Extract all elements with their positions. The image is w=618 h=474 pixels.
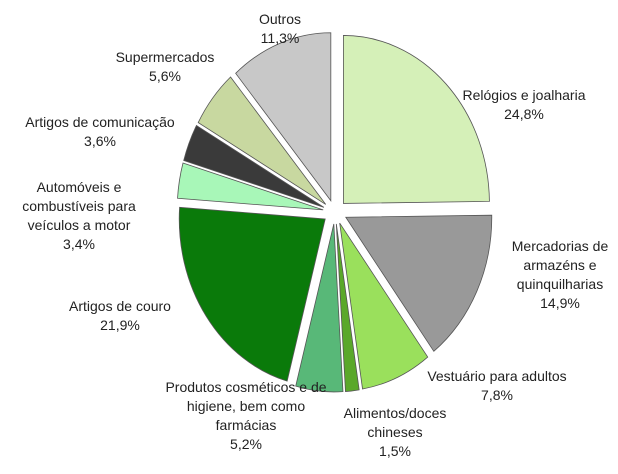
category-label: Outros: [258, 11, 301, 27]
slice-label: Vestuário para adultos 7,8%: [397, 367, 597, 405]
category-label: Alimentos/doces chineses: [343, 405, 447, 440]
category-label: Artigos de couro: [69, 298, 171, 314]
pie-slice: [339, 222, 429, 390]
category-label: Mercadorias de armazéns e quinquilharias: [511, 238, 609, 292]
pie-slice: [197, 76, 327, 205]
category-label: Artigos de comunicação: [25, 114, 175, 130]
value-label: 3,4%: [63, 236, 95, 252]
pie-slice: [177, 162, 324, 211]
category-label: Produtos cosméticos e de higiene, bem co…: [165, 379, 327, 433]
pie-slice: [183, 124, 325, 208]
pie-slice: [295, 223, 344, 393]
slice-label: Alimentos/doces chineses 1,5%: [335, 404, 455, 461]
pie-slice: [178, 206, 326, 382]
pie-slice: [343, 35, 490, 204]
category-label: Automóveis e combustíveis para veículos …: [22, 179, 136, 233]
category-label: Vestuário para adultos: [427, 368, 567, 384]
category-label: Relógios e joalharia: [462, 87, 586, 103]
value-label: 5,2%: [230, 436, 262, 452]
slice-label: Mercadorias de armazéns e quinquilharias…: [500, 237, 618, 313]
pie-slice: [235, 32, 332, 202]
value-label: 1,5%: [379, 443, 411, 459]
slice-label: Artigos de comunicação 3,6%: [0, 113, 200, 151]
slice-label: Outros 11,3%: [220, 10, 340, 48]
value-label: 3,6%: [84, 133, 116, 149]
pie-slice: [335, 223, 360, 393]
value-label: 24,8%: [504, 106, 544, 122]
value-label: 5,6%: [149, 68, 181, 84]
slice-label: Supermercados 5,6%: [75, 48, 255, 86]
value-label: 21,9%: [100, 317, 140, 333]
value-label: 7,8%: [481, 387, 513, 403]
slice-label: Artigos de couro 21,9%: [40, 297, 200, 335]
value-label: 14,9%: [540, 295, 580, 311]
slice-label: Automóveis e combustíveis para veículos …: [0, 178, 159, 254]
value-label: 11,3%: [260, 30, 300, 46]
pie-slice: [345, 214, 493, 352]
category-label: Supermercados: [115, 49, 215, 65]
slice-label: Relógios e joalharia 24,8%: [424, 86, 618, 124]
slice-label: Produtos cosméticos e de higiene, bem co…: [164, 378, 329, 454]
